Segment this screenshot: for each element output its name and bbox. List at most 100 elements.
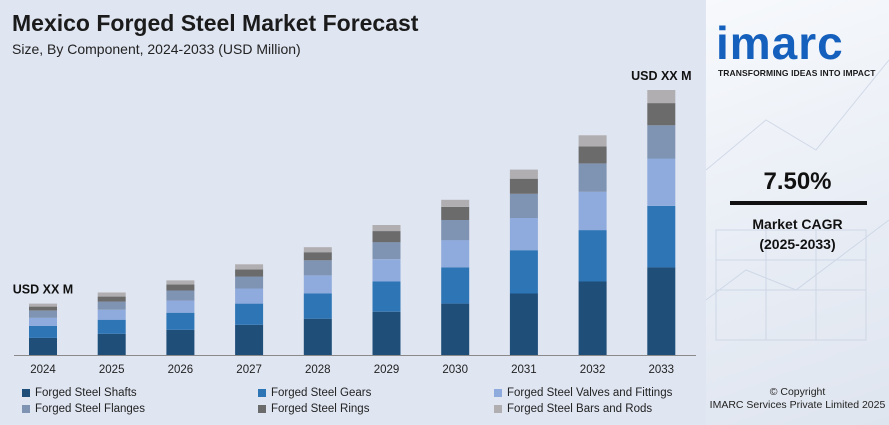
x-tick-label: 2029: [374, 364, 400, 376]
legend-item: Forged Steel Bars and Rods: [494, 403, 702, 415]
copyright-line1: © Copyright: [769, 386, 826, 398]
bar-segment: [235, 269, 264, 277]
x-tick-label: 2026: [168, 364, 194, 376]
bar-segment: [166, 329, 195, 355]
legend-swatch: [22, 389, 30, 397]
bar-segment: [303, 252, 332, 261]
bar-segment: [235, 264, 264, 270]
cagr-label-block: Market CAGR (2025-2033): [706, 214, 889, 254]
bar-segment: [303, 293, 332, 319]
copyright-notice: © Copyright IMARC Services Private Limit…: [706, 386, 889, 412]
bar-segment: [97, 296, 126, 302]
bar-segment: [235, 276, 264, 289]
copyright-line2: IMARC Services Private Limited 2025: [709, 399, 886, 411]
bar-segment: [166, 290, 195, 301]
chart-title: Mexico Forged Steel Market Forecast: [12, 10, 419, 36]
bar-segment: [97, 292, 126, 297]
bar-segment: [166, 300, 195, 313]
bar-segment: [647, 103, 676, 126]
x-tick-label: 2025: [99, 364, 125, 376]
bar-segment: [578, 230, 607, 282]
logo-tagline: TRANSFORMING IDEAS INTO IMPACT: [718, 68, 876, 78]
bar-segment: [166, 284, 195, 291]
bar-total-annotation: USD XX M: [13, 283, 73, 297]
cagr-value: 7.50%: [763, 168, 832, 195]
bar-segment: [166, 312, 195, 330]
x-tick-label: 2032: [580, 364, 606, 376]
bar-segment: [578, 163, 607, 192]
bar-segment: [647, 90, 676, 104]
legend-swatch: [258, 389, 266, 397]
bar-segment: [509, 178, 538, 194]
bar-segment: [441, 303, 470, 355]
cagr-period: (2025-2033): [759, 236, 836, 252]
bar-segment: [97, 319, 126, 334]
bar-segment: [235, 303, 264, 325]
legend-label: Forged Steel Rings: [271, 403, 370, 415]
bar-segment: [647, 267, 676, 355]
bar-segment: [97, 309, 126, 320]
bar-segment: [29, 325, 57, 338]
bar-segment: [235, 324, 264, 355]
bar-segment: [441, 267, 470, 304]
bar-segment: [647, 205, 676, 268]
legend-swatch: [494, 389, 502, 397]
bar-segment: [441, 206, 470, 220]
bar-segment: [372, 311, 401, 355]
bar-segment: [29, 337, 57, 355]
bar-segment: [441, 199, 470, 207]
x-tick-label: 2028: [305, 364, 331, 376]
x-tick-label: 2027: [236, 364, 262, 376]
bar-segment: [509, 293, 538, 355]
x-tick-label: 2033: [649, 364, 675, 376]
bar-segment: [29, 310, 57, 318]
bar-total-annotation: USD XX M: [631, 69, 691, 83]
legend-item: Forged Steel Flanges: [22, 403, 258, 415]
bar-segment: [372, 225, 401, 231]
legend-item: Forged Steel Gears: [258, 387, 494, 399]
bar-segment: [97, 333, 126, 355]
cagr-label: Market CAGR: [752, 216, 843, 232]
bar-segment: [29, 303, 57, 307]
legend-label: Forged Steel Valves and Fittings: [507, 387, 673, 399]
bar-segment: [29, 306, 57, 311]
background-watermark: [706, 59, 889, 341]
legend-label: Forged Steel Shafts: [35, 387, 137, 399]
bar-segment: [372, 259, 401, 282]
legend-label: Forged Steel Gears: [271, 387, 372, 399]
bar-segment: [29, 317, 57, 326]
bar-segment: [166, 280, 195, 285]
bar-segment: [578, 191, 607, 231]
bar-segment: [441, 240, 470, 268]
cagr-divider: [730, 201, 867, 205]
bar-segment: [372, 231, 401, 243]
imarc-logo: imarc: [716, 17, 844, 69]
bar-segment: [647, 158, 676, 206]
bar-segment: [578, 281, 607, 355]
chart-subtitle: Size, By Component, 2024-2033 (USD Milli…: [12, 41, 301, 57]
bar-segment: [372, 281, 401, 312]
bar-segment: [372, 242, 401, 260]
bar-segment: [509, 250, 538, 294]
bar-segment: [509, 218, 538, 251]
bar-segment: [97, 301, 126, 310]
stacked-bar-chart: 2024 2025 2026 2027 2028 2029 2030 2031 2032 2033…: [13, 69, 696, 376]
legend-label: Forged Steel Flanges: [35, 403, 145, 415]
bar-segment: [578, 146, 607, 164]
x-tick-label: 2024: [30, 364, 56, 376]
legend-item: Forged Steel Valves and Fittings: [494, 387, 702, 399]
legend-swatch: [494, 405, 502, 413]
chart-legend: Forged Steel Shafts Forged Steel Gears For…: [22, 387, 702, 415]
bar-segment: [441, 220, 470, 241]
legend-item: Forged Steel Shafts: [22, 387, 258, 399]
chart-panel: Mexico Forged Steel Market Forecast Size…: [12, 10, 702, 415]
bar-segment: [509, 193, 538, 218]
bar-segment: [235, 288, 264, 304]
bar-segment: [509, 169, 538, 179]
bar-segment: [647, 125, 676, 159]
x-tick-label: 2030: [442, 364, 468, 376]
bar-segment: [303, 318, 332, 355]
legend-label: Forged Steel Bars and Rods: [507, 403, 653, 415]
bar-segment: [303, 260, 332, 276]
side-panel: imarc TRANSFORMING IDEAS INTO IMPACT 7.5…: [706, 0, 889, 425]
